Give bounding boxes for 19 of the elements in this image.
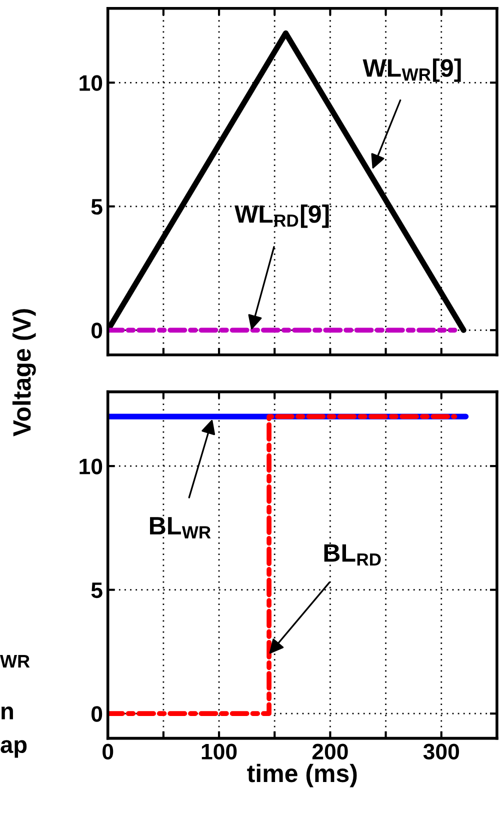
y-tick-label: 0: [92, 706, 102, 722]
annotation: WL$_{WR}$[9]: [362, 58, 461, 82]
annotation: BL$_{RD}$: [324, 544, 381, 566]
text: ap: [0, 740, 27, 758]
x-axis-title: time (ms): [247, 764, 357, 788]
text: n: [2, 706, 13, 720]
y-axis-title: Voltage (V): [12, 309, 36, 436]
y-tick-label: 5: [91, 199, 102, 215]
x-tick-label: 300: [423, 744, 459, 760]
y-tick-label: 5: [91, 582, 102, 598]
annotation: WL$_{RD}$[9]: [234, 204, 329, 228]
x-tick-label: 100: [202, 744, 237, 760]
x-tick-label: 200: [312, 744, 348, 760]
annotation: BL$_{WR}$: [150, 517, 211, 538]
text: WR: [0, 655, 30, 668]
y-tick-label: 0: [92, 322, 102, 338]
y-tick-label: 10: [80, 458, 102, 474]
x-tick-label: 0: [102, 744, 114, 760]
y-tick-label: 10: [80, 75, 102, 91]
